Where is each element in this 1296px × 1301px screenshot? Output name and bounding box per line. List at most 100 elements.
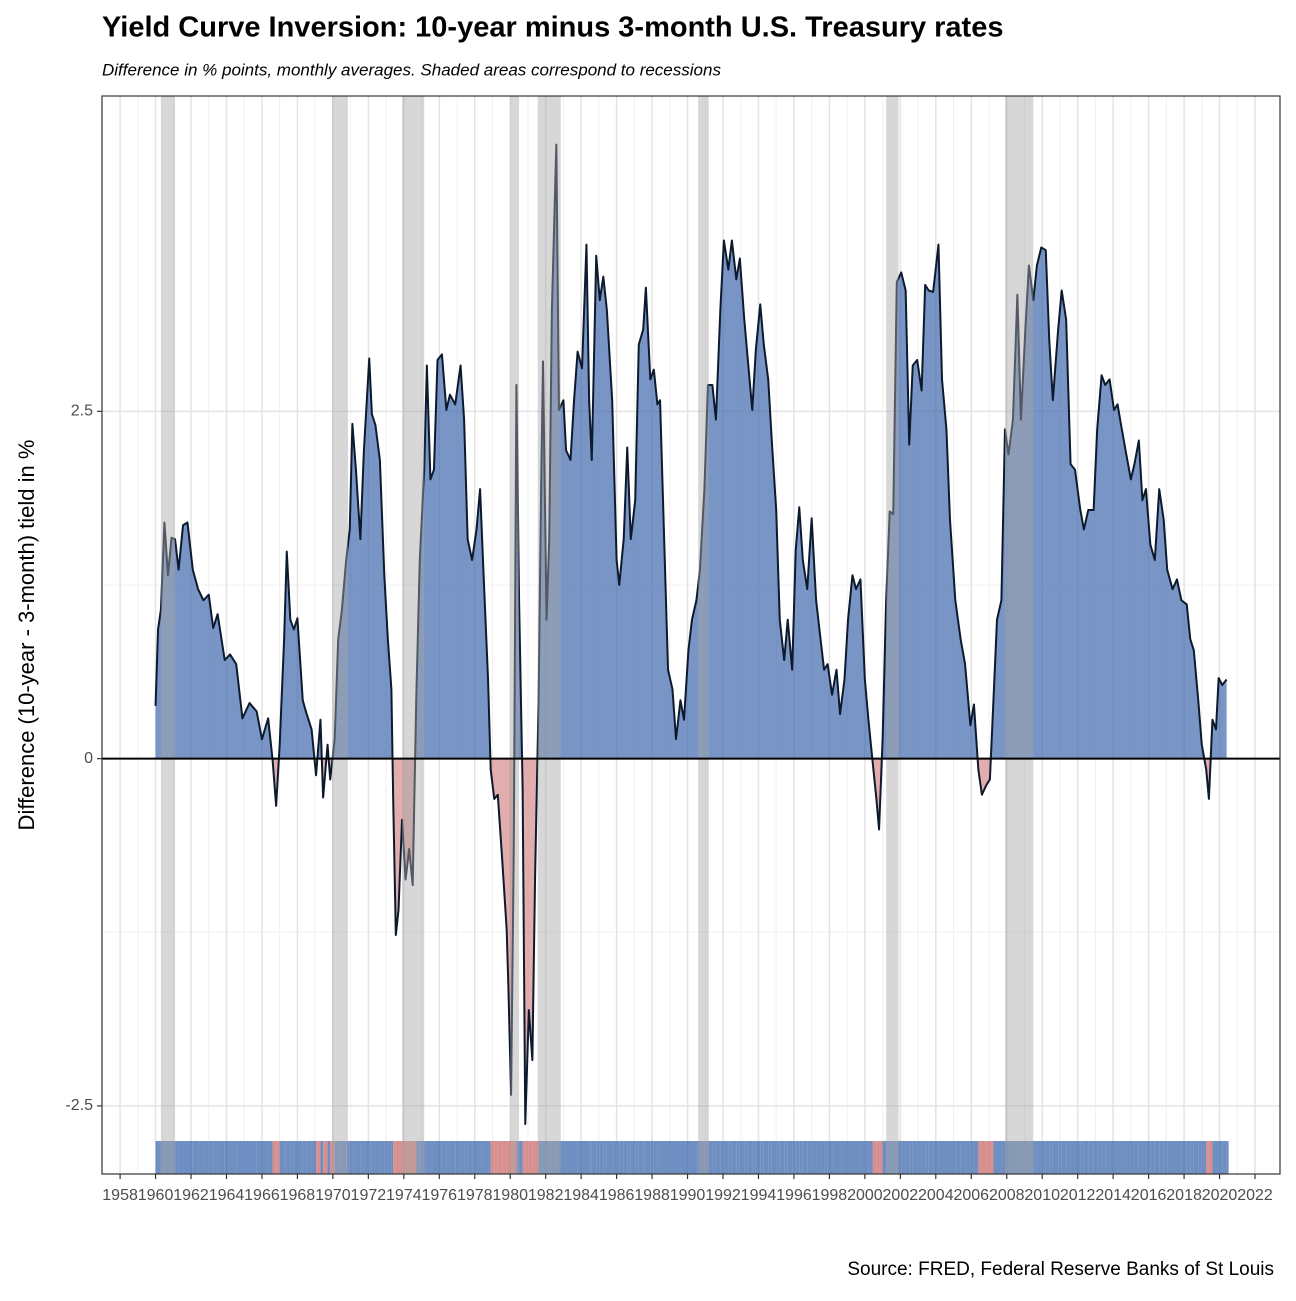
sign-strip [852, 1141, 857, 1174]
sign-strip [1049, 1141, 1053, 1174]
sign-strip [1167, 1141, 1173, 1174]
sign-strip [508, 1141, 512, 1174]
sign-strip [1025, 1141, 1029, 1174]
sign-strip [437, 1141, 442, 1174]
x-tick-label: 1966 [244, 1187, 280, 1204]
chart-title: Yield Curve Inversion: 10-year minus 3-m… [102, 12, 1003, 44]
sign-strip [480, 1141, 484, 1174]
sign-strip [1212, 1141, 1216, 1174]
sign-strip [230, 1141, 237, 1174]
sign-strip [369, 1141, 372, 1174]
sign-strip [623, 1141, 628, 1174]
sign-strip [538, 1141, 542, 1174]
sign-strip [1041, 1141, 1046, 1174]
sign-strip [657, 1141, 661, 1174]
sign-strip [1088, 1141, 1094, 1174]
sign-strip [272, 1141, 277, 1174]
sign-strip [1012, 1141, 1018, 1174]
sign-strip [525, 1141, 529, 1174]
x-tick-label: 2010 [1024, 1187, 1060, 1204]
sign-strip [213, 1141, 218, 1174]
sign-strip [158, 1141, 161, 1174]
sign-strip [513, 1141, 517, 1174]
sign-strip [720, 1141, 724, 1174]
recession-band [331, 96, 348, 1174]
sign-strip [409, 1141, 413, 1174]
sign-strip [402, 1141, 406, 1174]
sign-strip [1190, 1141, 1194, 1174]
sign-strip [467, 1141, 473, 1174]
sign-strip [1150, 1141, 1155, 1174]
sign-strip [419, 1141, 425, 1174]
sign-strip [502, 1141, 507, 1174]
sign-strip [917, 1141, 922, 1174]
sign-strip [276, 1141, 280, 1174]
sign-strip [327, 1141, 331, 1174]
sign-strip [546, 1141, 550, 1174]
sign-strip [577, 1141, 583, 1174]
sign-strip [691, 1141, 697, 1174]
sign-strip [430, 1141, 434, 1174]
sign-strip [379, 1141, 385, 1174]
sign-strip [978, 1141, 982, 1174]
sign-strip [612, 1141, 617, 1174]
sign-strip [715, 1141, 721, 1174]
x-tick-label: 2000 [847, 1187, 883, 1204]
sign-strip [433, 1141, 438, 1174]
x-tick-label: 1960 [138, 1187, 174, 1204]
sign-strip [1206, 1141, 1209, 1174]
sign-strip [638, 1141, 644, 1174]
sign-strip [528, 1141, 533, 1174]
sign-strip [763, 1141, 769, 1174]
sign-strip [736, 1141, 740, 1174]
x-tick-label: 1994 [741, 1187, 777, 1204]
sign-strip [424, 1141, 427, 1174]
x-tick-label: 1970 [315, 1187, 351, 1204]
sign-strip [167, 1141, 172, 1174]
sign-strip [1093, 1141, 1098, 1174]
sign-strip [316, 1141, 321, 1174]
sign-strip [306, 1141, 312, 1174]
sign-strip [1097, 1141, 1102, 1174]
sign-strip [217, 1141, 225, 1174]
sign-strip [660, 1141, 665, 1174]
sign-strip [1052, 1141, 1059, 1174]
sign-strip [672, 1141, 677, 1174]
area-positive [155, 144, 1227, 759]
sign-strip [1114, 1141, 1118, 1174]
sign-strip [856, 1141, 861, 1174]
x-tick-label: 1984 [563, 1187, 599, 1204]
x-tick-label: 1964 [209, 1187, 245, 1204]
sign-strip [1226, 1141, 1229, 1174]
sign-strip [360, 1141, 364, 1174]
sign-strip [338, 1141, 342, 1174]
sign-strip [455, 1141, 461, 1174]
sign-strip [522, 1141, 526, 1174]
sign-strip [986, 1141, 990, 1174]
x-tick-label: 1978 [457, 1187, 493, 1204]
sign-strip [297, 1141, 303, 1174]
sign-strip [556, 1141, 559, 1174]
x-tick-label: 1968 [280, 1187, 316, 1204]
sign-strip [872, 1141, 877, 1174]
sign-strip [371, 1141, 376, 1174]
sign-strip [650, 1141, 654, 1174]
sign-strip [760, 1141, 764, 1174]
sign-strip [395, 1141, 399, 1174]
x-tick-label: 2004 [918, 1187, 954, 1204]
sign-strip [688, 1141, 692, 1174]
recession-band [160, 96, 176, 1174]
y-tick-label: 0 [84, 750, 93, 767]
sign-strip [384, 1141, 388, 1174]
panel-border [101, 95, 1281, 1175]
sign-strip [664, 1141, 669, 1174]
sign-strip [1121, 1141, 1126, 1174]
x-tick-label: 2012 [1060, 1187, 1096, 1204]
sign-strip [1109, 1141, 1115, 1174]
sign-strip [416, 1141, 420, 1174]
sign-strip [268, 1141, 273, 1174]
sign-strip [676, 1141, 681, 1174]
sign-strip [1154, 1141, 1160, 1174]
recession-band [510, 96, 520, 1174]
sign-strip [896, 1141, 902, 1174]
